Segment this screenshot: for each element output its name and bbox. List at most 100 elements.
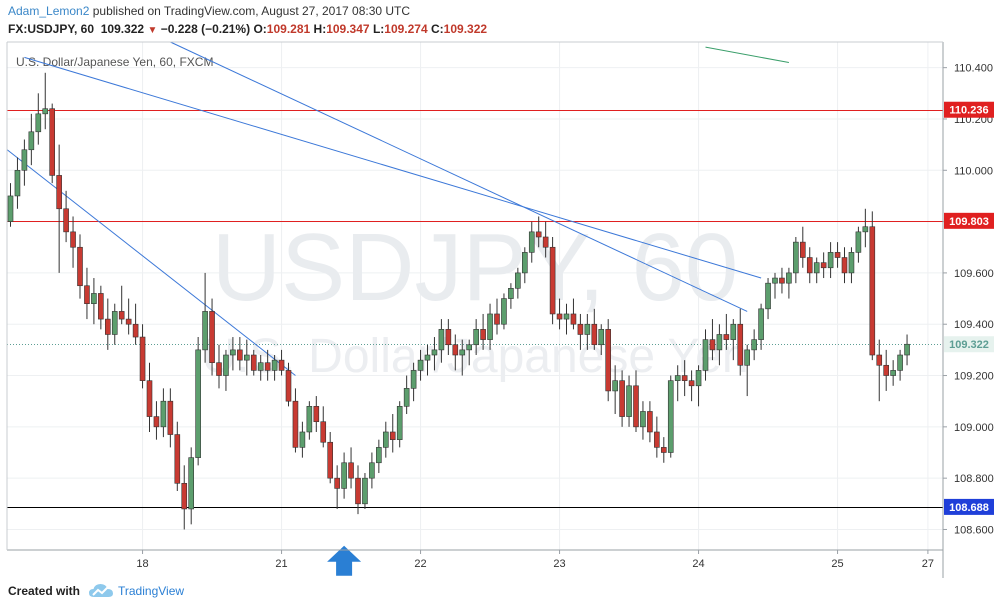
candle-18 (132, 303, 139, 345)
candle-106 (744, 344, 751, 397)
candle-124 (869, 211, 876, 361)
y-tick-label-5: 109.400 (954, 319, 994, 331)
candle-body-5 (42, 108, 49, 115)
candle-body-11 (84, 285, 90, 304)
candle-body-108 (758, 308, 764, 340)
candle-46 (327, 431, 334, 484)
candle-body-126 (883, 364, 890, 376)
candle-81 (570, 298, 577, 330)
candle-body-115 (806, 257, 813, 274)
last-price-label: 109.322 (949, 339, 989, 351)
symbol-label[interactable]: FX:USDJPY, 60 (8, 22, 95, 36)
candle-body-65 (459, 349, 466, 356)
candle-122 (855, 226, 862, 263)
candle-body-50 (355, 477, 361, 505)
change-value: −0.228 (−0.21%) (160, 22, 251, 36)
candle-35 (250, 349, 257, 376)
candle-44 (313, 396, 320, 432)
candle-83 (584, 313, 591, 350)
candle-41 (292, 388, 299, 453)
candle-body-15 (111, 311, 118, 335)
open-value: 109.281 (266, 22, 311, 36)
candle-body-56 (396, 406, 403, 440)
candle-body-38 (271, 359, 278, 371)
candle-body-91 (640, 411, 646, 428)
candle-body-114 (799, 241, 806, 258)
candle-body-33 (237, 349, 243, 361)
candle-body-110 (772, 277, 778, 284)
last-price: 109.322 (100, 22, 145, 36)
candle-body-57 (403, 388, 410, 407)
candle-9 (70, 216, 76, 268)
candle-body-55 (389, 431, 396, 440)
candle-6 (49, 103, 56, 184)
candle-94 (660, 437, 667, 463)
candle-body-39 (278, 359, 285, 371)
candle-25 (181, 465, 188, 530)
x-tick-label-2: 22 (414, 558, 426, 570)
candles (7, 72, 910, 530)
candle-body-23 (167, 400, 174, 435)
candle-body-8 (63, 208, 69, 233)
low-value: 109.274 (384, 22, 428, 36)
up-arrow-annotation[interactable] (327, 545, 362, 576)
candle-body-44 (313, 406, 320, 423)
candle-body-104 (730, 323, 737, 340)
candle-body-92 (647, 411, 653, 433)
candle-65 (459, 339, 466, 376)
candle-19 (139, 324, 146, 389)
x-tick-label-4: 24 (692, 558, 704, 570)
candle-body-129 (904, 343, 910, 356)
candle-52 (369, 452, 375, 489)
candle-49 (348, 447, 354, 489)
candle-64 (452, 334, 459, 371)
candle-37 (264, 349, 271, 381)
candle-body-18 (132, 323, 139, 338)
trendlines[interactable] (6, 41, 789, 376)
candle-20 (146, 362, 153, 432)
candle-58 (410, 362, 417, 402)
candle-27 (195, 337, 201, 466)
candle-body-42 (299, 431, 306, 448)
header: Adam_Lemon2 published on TradingView.com… (0, 0, 1002, 40)
candle-74 (521, 247, 528, 284)
candle-body-34 (244, 354, 250, 361)
candle-body-12 (91, 293, 97, 304)
candle-body-117 (820, 262, 827, 269)
candle-body-13 (98, 293, 104, 320)
candle-62 (438, 319, 445, 363)
candle-113 (793, 236, 799, 284)
candle-body-70 (494, 313, 500, 325)
author-link[interactable]: Adam_Lemon2 (8, 4, 90, 18)
candle-body-1 (14, 169, 21, 197)
candle-body-66 (466, 344, 473, 351)
level-label-bg-2 (944, 498, 994, 515)
candle-45 (320, 406, 327, 448)
candle-116 (813, 257, 820, 284)
candle-38 (271, 355, 278, 381)
candle-body-121 (848, 252, 855, 274)
x-axis-ticks[interactable]: 18 21 22 23 24 25 27 (136, 550, 934, 570)
candle-66 (466, 339, 473, 366)
candle-126 (883, 349, 890, 391)
candle-16 (118, 285, 125, 325)
candle-17 (125, 298, 132, 335)
candle-body-17 (125, 318, 132, 325)
candle-110 (772, 272, 778, 299)
candle-129 (904, 334, 910, 366)
candle-body-0 (7, 195, 14, 222)
candle-body-53 (376, 447, 382, 464)
created-with-text: Created with (8, 584, 81, 598)
candle-body-89 (626, 385, 632, 417)
trendline-1 (24, 56, 762, 279)
close-label: C: (431, 22, 444, 36)
candle-102 (716, 324, 723, 366)
candle-78 (549, 236, 556, 325)
tradingview-brand[interactable]: TradingView (118, 584, 185, 598)
candle-body-73 (515, 272, 521, 289)
candle-92 (647, 401, 653, 443)
candle-body-46 (327, 441, 334, 479)
candle-118 (827, 242, 834, 279)
candle-body-96 (674, 375, 681, 381)
